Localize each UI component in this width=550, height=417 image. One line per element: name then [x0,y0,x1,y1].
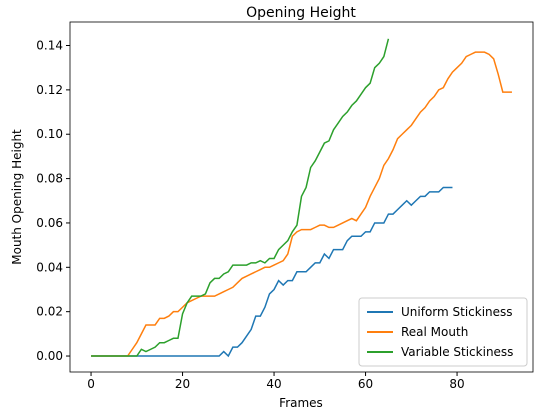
x-tick-label: 80 [449,377,464,391]
x-tick-label: 40 [266,377,281,391]
series-line [91,38,390,357]
y-tick-label: 0.04 [36,260,63,274]
x-tick-label: 60 [358,377,373,391]
plot-frame [69,21,534,373]
y-tick-label: 0.00 [36,349,63,363]
y-tick-label: 0.10 [36,127,63,141]
legend-label: Variable Stickiness [401,345,513,359]
y-tick-label: 0.12 [36,83,63,97]
y-tick-label: 0.06 [36,216,63,230]
x-tick-label: 0 [87,377,95,391]
x-tick-label: 20 [175,377,190,391]
y-tick-label: 0.14 [36,39,63,53]
legend-label: Real Mouth [401,325,468,339]
y-tick-label: 0.08 [36,172,63,186]
series-line [91,186,453,358]
legend-box [358,297,528,367]
y-axis-label: Mouth Opening Height [10,129,24,265]
y-tick-label: 0.02 [36,305,63,319]
legend-label: Uniform Stickiness [401,305,513,319]
x-axis-label: Frames [279,396,323,410]
chart-title: Opening Height [246,5,356,21]
